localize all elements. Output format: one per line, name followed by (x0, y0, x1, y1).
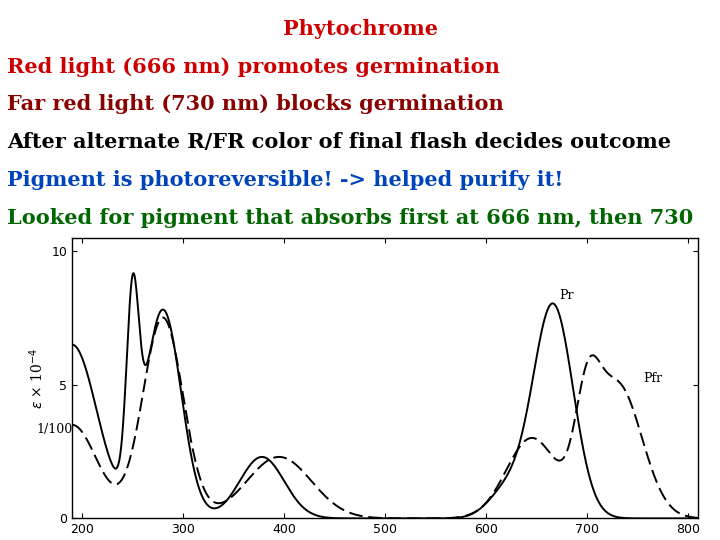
Text: Far red light (730 nm) blocks germination: Far red light (730 nm) blocks germinatio… (7, 94, 504, 114)
Pr (694, 515, 703, 522)
Pfr (176, 379, 185, 386)
Pr (176, 387, 185, 393)
Pfr (336, 504, 344, 511)
Pr (682, 515, 690, 522)
Pfr (615, 379, 624, 385)
Pr (140, 359, 148, 365)
Pfr (68, 422, 76, 428)
Text: Pigment is photoreversible! -> helped purify it!: Pigment is photoreversible! -> helped pu… (7, 170, 564, 190)
Text: Red light (666 nm) promotes germination: Red light (666 nm) promotes germination (7, 57, 500, 77)
Pfr (694, 515, 703, 521)
Pr (336, 515, 344, 522)
Line: Pr: Pr (72, 273, 698, 518)
Text: Looked for pigment that absorbs first at 666 nm, then 730: Looked for pigment that absorbs first at… (7, 208, 693, 228)
Text: Phytochrome: Phytochrome (282, 19, 438, 39)
Pfr (158, 314, 167, 321)
Y-axis label: $\epsilon$ × 10$^{-4}$: $\epsilon$ × 10$^{-4}$ (27, 347, 45, 409)
Line: Pfr: Pfr (72, 318, 698, 518)
Pfr (139, 388, 148, 394)
Pfr (682, 513, 690, 519)
Pfr (415, 515, 423, 522)
Text: 1/100: 1/100 (37, 423, 73, 436)
Text: After alternate R/FR color of final flash decides outcome: After alternate R/FR color of final flas… (7, 132, 671, 152)
Pr (129, 270, 138, 276)
Text: Pr: Pr (559, 289, 573, 302)
Pr (308, 510, 317, 517)
Text: Pfr: Pfr (643, 372, 662, 385)
Pr (68, 341, 76, 348)
Pr (614, 514, 623, 521)
Pfr (308, 479, 317, 485)
